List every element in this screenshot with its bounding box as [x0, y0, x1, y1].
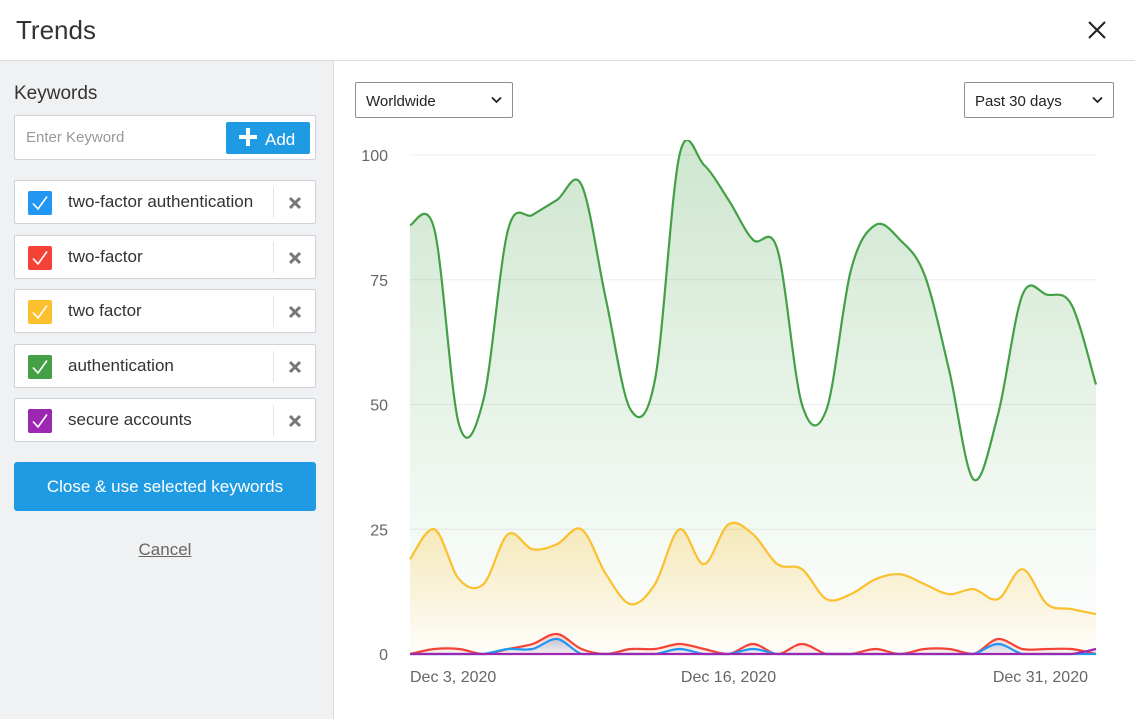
plus-icon — [239, 128, 257, 146]
series-line — [409, 140, 1098, 482]
checkmark-icon — [32, 305, 48, 320]
checkmark-icon — [32, 250, 48, 265]
keyword-label: authentication — [68, 355, 174, 375]
keyword-checkbox[interactable] — [28, 354, 52, 379]
keyword-input[interactable] — [16, 117, 221, 158]
y-tick-label: 75 — [370, 273, 388, 290]
remove-keyword-icon[interactable] — [288, 360, 302, 374]
checkmark-icon — [32, 196, 48, 211]
keywords-heading: Keywords — [14, 83, 98, 104]
dialog-header: Trends — [0, 0, 1135, 61]
series-area — [410, 140, 1096, 654]
keyword-item: two-factor — [14, 234, 316, 279]
series-line — [409, 647, 1097, 656]
keyword-item: authentication — [14, 343, 316, 388]
keyword-checkbox[interactable] — [28, 409, 52, 433]
keyword-label: two factor — [68, 301, 142, 320]
keyword-input-group: Add — [14, 115, 316, 160]
dialog-title: Trends — [16, 15, 96, 45]
y-tick-label: 100 — [361, 148, 388, 165]
y-tick-label: 50 — [370, 398, 388, 415]
chevron-down-icon — [491, 96, 502, 104]
region-select[interactable]: Worldwide — [355, 82, 513, 118]
remove-keyword-icon[interactable] — [288, 251, 302, 265]
divider — [273, 350, 274, 382]
period-select-value: Past 30 days — [975, 93, 1062, 110]
checkmark-icon — [32, 414, 48, 429]
period-select[interactable]: Past 30 days — [964, 82, 1114, 118]
keywords-sidebar: Keywords Add two-factor authentication tw… — [0, 61, 334, 719]
remove-keyword-icon[interactable] — [288, 414, 302, 428]
keyword-checkbox[interactable] — [28, 191, 52, 215]
divider — [273, 241, 274, 273]
close-icon[interactable] — [1084, 17, 1110, 43]
keyword-label: two-factor authentication — [68, 192, 254, 211]
x-tick-label: Dec 3, 2020 — [410, 669, 496, 686]
add-keyword-label: Add — [265, 130, 296, 149]
keyword-label: two-factor — [68, 246, 143, 266]
trends-chart: 0 25 50 75 100 Dec 3, 2020 Dec 16, 2020 Dec 31… — [361, 140, 1098, 686]
remove-keyword-icon[interactable] — [288, 305, 302, 319]
add-keyword-button[interactable]: Add — [226, 122, 310, 154]
y-tick-label: 25 — [370, 522, 388, 539]
close-use-keywords-button[interactable]: Close & use selected keywords — [14, 462, 316, 511]
keyword-checkbox[interactable] — [28, 300, 52, 324]
series-area — [410, 522, 1096, 654]
series-line — [409, 521, 1097, 616]
divider — [273, 405, 274, 436]
remove-keyword-icon[interactable] — [288, 196, 302, 210]
y-tick-label: 0 — [379, 647, 388, 664]
divider — [273, 296, 274, 327]
chevron-down-icon — [1092, 96, 1103, 104]
cancel-link[interactable]: Cancel — [138, 540, 192, 559]
keyword-label: secure accounts — [68, 410, 192, 429]
x-tick-label: Dec 31, 2020 — [993, 669, 1088, 686]
x-tick-label: Dec 16, 2020 — [681, 669, 776, 686]
region-select-value: Worldwide — [366, 93, 436, 110]
checkmark-icon — [32, 359, 48, 374]
series-line — [409, 637, 1096, 656]
divider — [273, 187, 274, 218]
keyword-item: two-factor authentication — [14, 180, 316, 224]
keyword-item: two factor — [14, 289, 316, 333]
keyword-item: secure accounts — [14, 398, 316, 442]
series-area — [410, 638, 1096, 654]
keyword-checkbox[interactable] — [28, 245, 52, 270]
